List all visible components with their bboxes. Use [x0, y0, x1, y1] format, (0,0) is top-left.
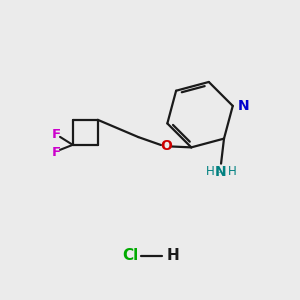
Text: Cl: Cl	[122, 248, 138, 263]
Text: O: O	[160, 139, 172, 153]
Text: H: H	[206, 165, 214, 178]
Text: F: F	[52, 146, 61, 159]
Text: N: N	[215, 165, 227, 179]
Text: H: H	[166, 248, 179, 263]
Text: N: N	[238, 99, 250, 113]
Text: F: F	[52, 128, 61, 141]
Text: H: H	[228, 165, 237, 178]
Text: ···: ···	[217, 169, 225, 178]
